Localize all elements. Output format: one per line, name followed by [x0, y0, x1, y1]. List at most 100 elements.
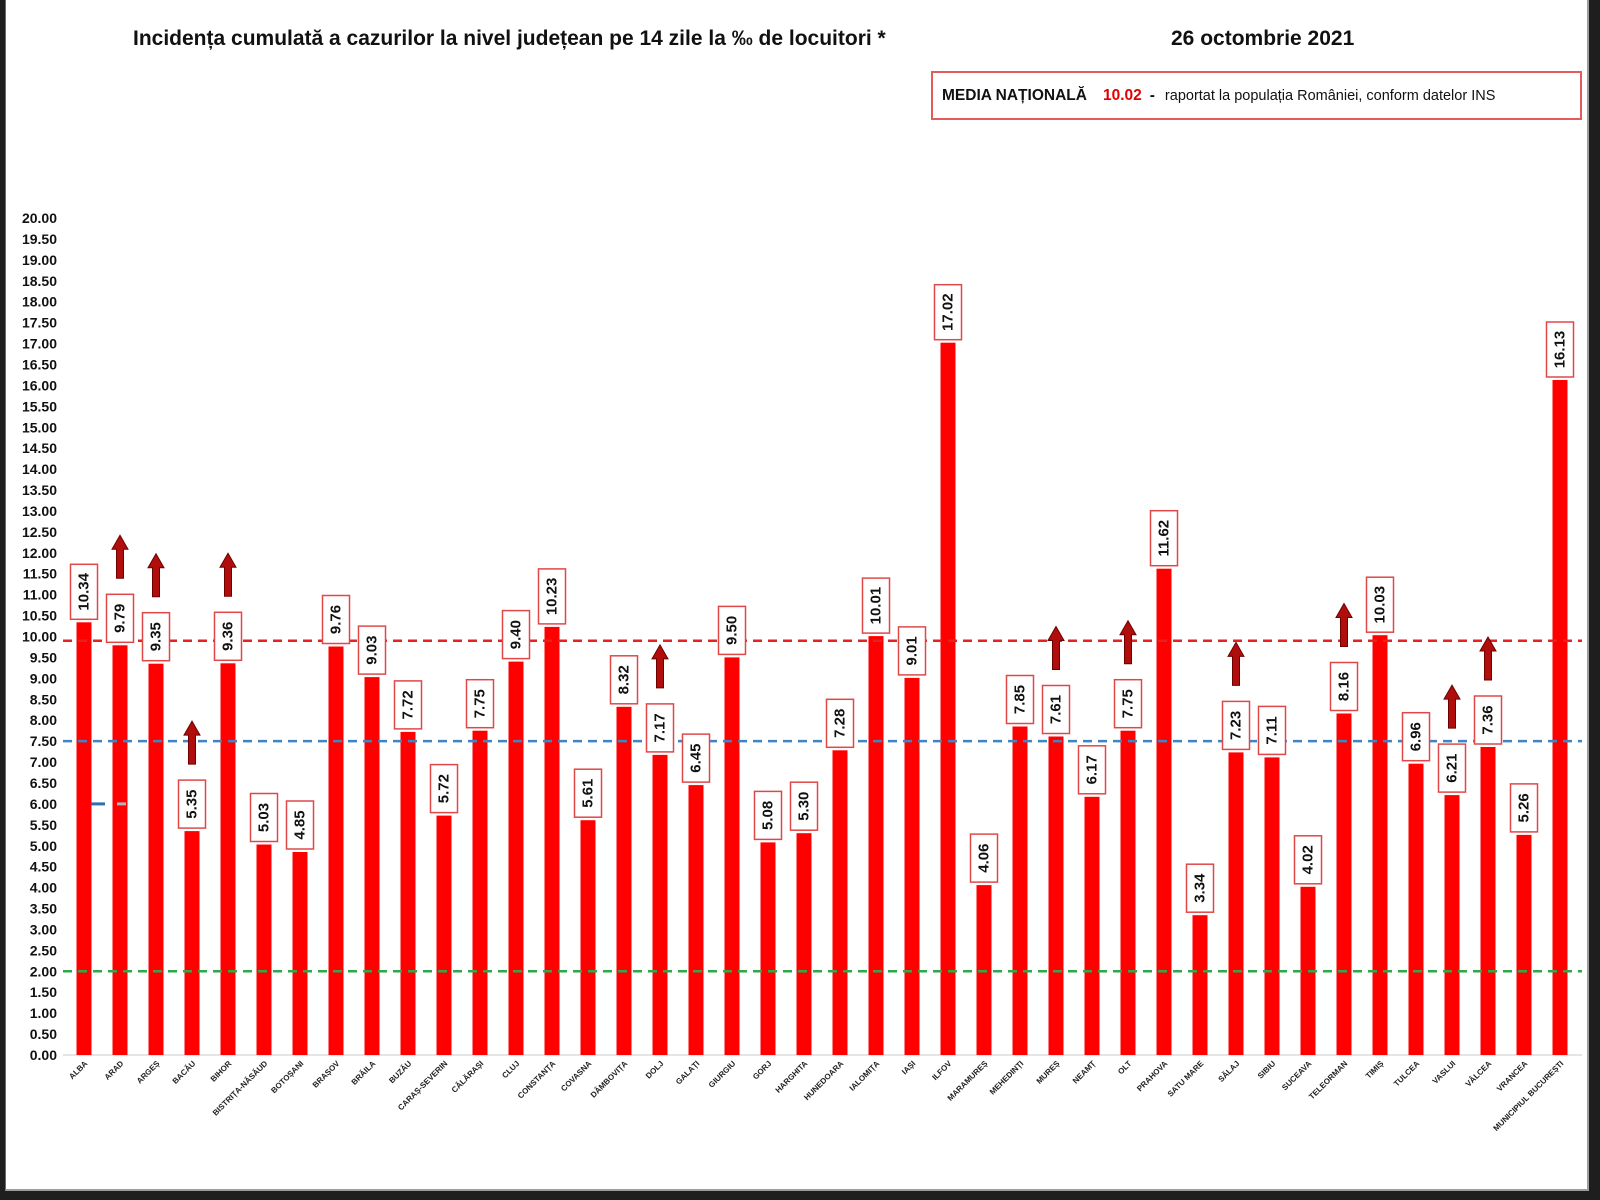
value-label: 9.50 [717, 605, 747, 656]
x-tick-label: DÂMBOVIȚA [589, 1059, 630, 1100]
value-label-box [357, 625, 387, 675]
value-label-box [861, 577, 891, 634]
value-label-text: 8.16 [1336, 672, 1353, 701]
bars [76, 342, 1568, 1055]
y-tick-label: 11.00 [23, 587, 57, 603]
trend-arrows [111, 534, 1497, 765]
bar [1048, 736, 1064, 1055]
value-label-box [1185, 863, 1215, 913]
bar [184, 831, 200, 1055]
up-arrow-icon [1443, 684, 1461, 729]
value-label-box [1437, 743, 1467, 793]
bar [292, 852, 308, 1055]
x-tick-label: BOTOȘANI [269, 1059, 305, 1095]
x-tick-label: BIHOR [209, 1059, 234, 1084]
value-label-text: 8.32 [616, 665, 633, 694]
x-tick-label: ALBA [67, 1059, 89, 1081]
value-label-box [717, 605, 747, 656]
national-average-note: raportat la populația României, conform … [1164, 87, 1496, 104]
value-label: 9.36 [213, 611, 243, 662]
reference-lines [63, 639, 1582, 973]
bar [832, 750, 848, 1055]
up-arrow-icon [219, 552, 237, 597]
bar [328, 646, 344, 1055]
value-label: 4.02 [1293, 835, 1323, 885]
value-label-text: 10.01 [868, 587, 885, 625]
y-tick-label: 14.50 [22, 440, 57, 456]
x-tick-label: CĂLĂRAȘI [450, 1059, 486, 1095]
y-tick-label: 12.00 [22, 545, 57, 561]
x-tick-label: MUNICIPIUL BUCUREȘTI [1492, 1059, 1566, 1133]
value-label-box [1401, 711, 1431, 762]
bar [1336, 713, 1352, 1055]
bar [652, 754, 668, 1055]
value-label-text: 7.11 [1264, 716, 1281, 744]
value-label: 7.17 [645, 703, 675, 753]
x-tick-label: SIBIU [1256, 1059, 1278, 1081]
value-label-box [933, 283, 963, 341]
value-label: 7.28 [825, 698, 855, 749]
value-label: 5.26 [1509, 783, 1539, 833]
value-labels: 10.34 9.79 9.35 5.35 9.36 5.03 4.85 9.76 9.03 7.7… [69, 283, 1575, 913]
value-label: 9.40 [501, 609, 531, 660]
value-label-box [645, 703, 675, 753]
value-label-text: 5.35 [184, 789, 201, 818]
value-label-box [501, 609, 531, 660]
y-tick-label: 2.50 [30, 942, 57, 958]
value-label: 9.01 [897, 626, 927, 676]
y-tick-label: 9.00 [30, 670, 57, 686]
bar [76, 622, 92, 1055]
value-label-text: 10.34 [76, 572, 93, 610]
value-label: 7.36 [1473, 695, 1503, 745]
value-label-text: 10.23 [544, 578, 561, 616]
x-tick-label: BUZĂU [387, 1059, 413, 1085]
x-tick-label: VRANCEA [1495, 1059, 1529, 1093]
value-label-box [753, 790, 783, 841]
x-tick-label: TELEORMAN [1307, 1059, 1349, 1101]
up-arrow-icon [1479, 635, 1497, 681]
value-label-box [213, 611, 243, 662]
up-arrow-icon [111, 534, 129, 579]
y-tick-label: 3.50 [30, 901, 57, 917]
value-label-box [573, 768, 603, 818]
bar [256, 844, 272, 1055]
bar [688, 785, 704, 1055]
value-label-box [69, 563, 99, 621]
value-label-box [1365, 576, 1395, 633]
value-label-text: 10.03 [1372, 586, 1389, 624]
bar [112, 645, 128, 1055]
y-tick-label: 10.50 [22, 608, 57, 624]
value-label-box [1509, 783, 1539, 833]
value-label-text: 7.36 [1480, 705, 1497, 734]
x-tick-label: CONSTANȚA [516, 1059, 558, 1101]
value-label: 17.02 [933, 283, 963, 341]
y-tick-label: 7.00 [30, 754, 57, 770]
bar [580, 820, 596, 1055]
national-average-label: MEDIA NAȚIONALĂ [942, 86, 1087, 104]
bar [868, 636, 884, 1055]
y-tick-label: 19.00 [22, 252, 57, 268]
up-arrow-icon [1119, 619, 1137, 665]
value-label: 3.34 [1185, 863, 1215, 913]
value-label-box [681, 733, 711, 783]
value-label: 8.16 [1329, 661, 1359, 712]
y-tick-label: 1.00 [30, 1005, 57, 1021]
value-label: 16.13 [1545, 321, 1575, 378]
value-label-text: 5.08 [760, 801, 777, 830]
bar [1408, 763, 1424, 1055]
x-tick-label: VÂLCEA [1464, 1059, 1494, 1089]
y-tick-label: 12.50 [22, 524, 57, 540]
bar [544, 626, 560, 1055]
bar [400, 731, 416, 1055]
y-tick-label: 14.00 [22, 461, 57, 477]
value-label-box [825, 698, 855, 749]
bar [796, 833, 812, 1055]
y-tick-label: 8.00 [30, 712, 57, 728]
bar [1228, 752, 1244, 1055]
value-label-text: 3.34 [1192, 873, 1209, 903]
value-label-box [1077, 745, 1107, 795]
value-label-text: 6.17 [1084, 755, 1101, 784]
value-label-box [1149, 509, 1179, 567]
value-label-text: 7.75 [472, 689, 489, 718]
